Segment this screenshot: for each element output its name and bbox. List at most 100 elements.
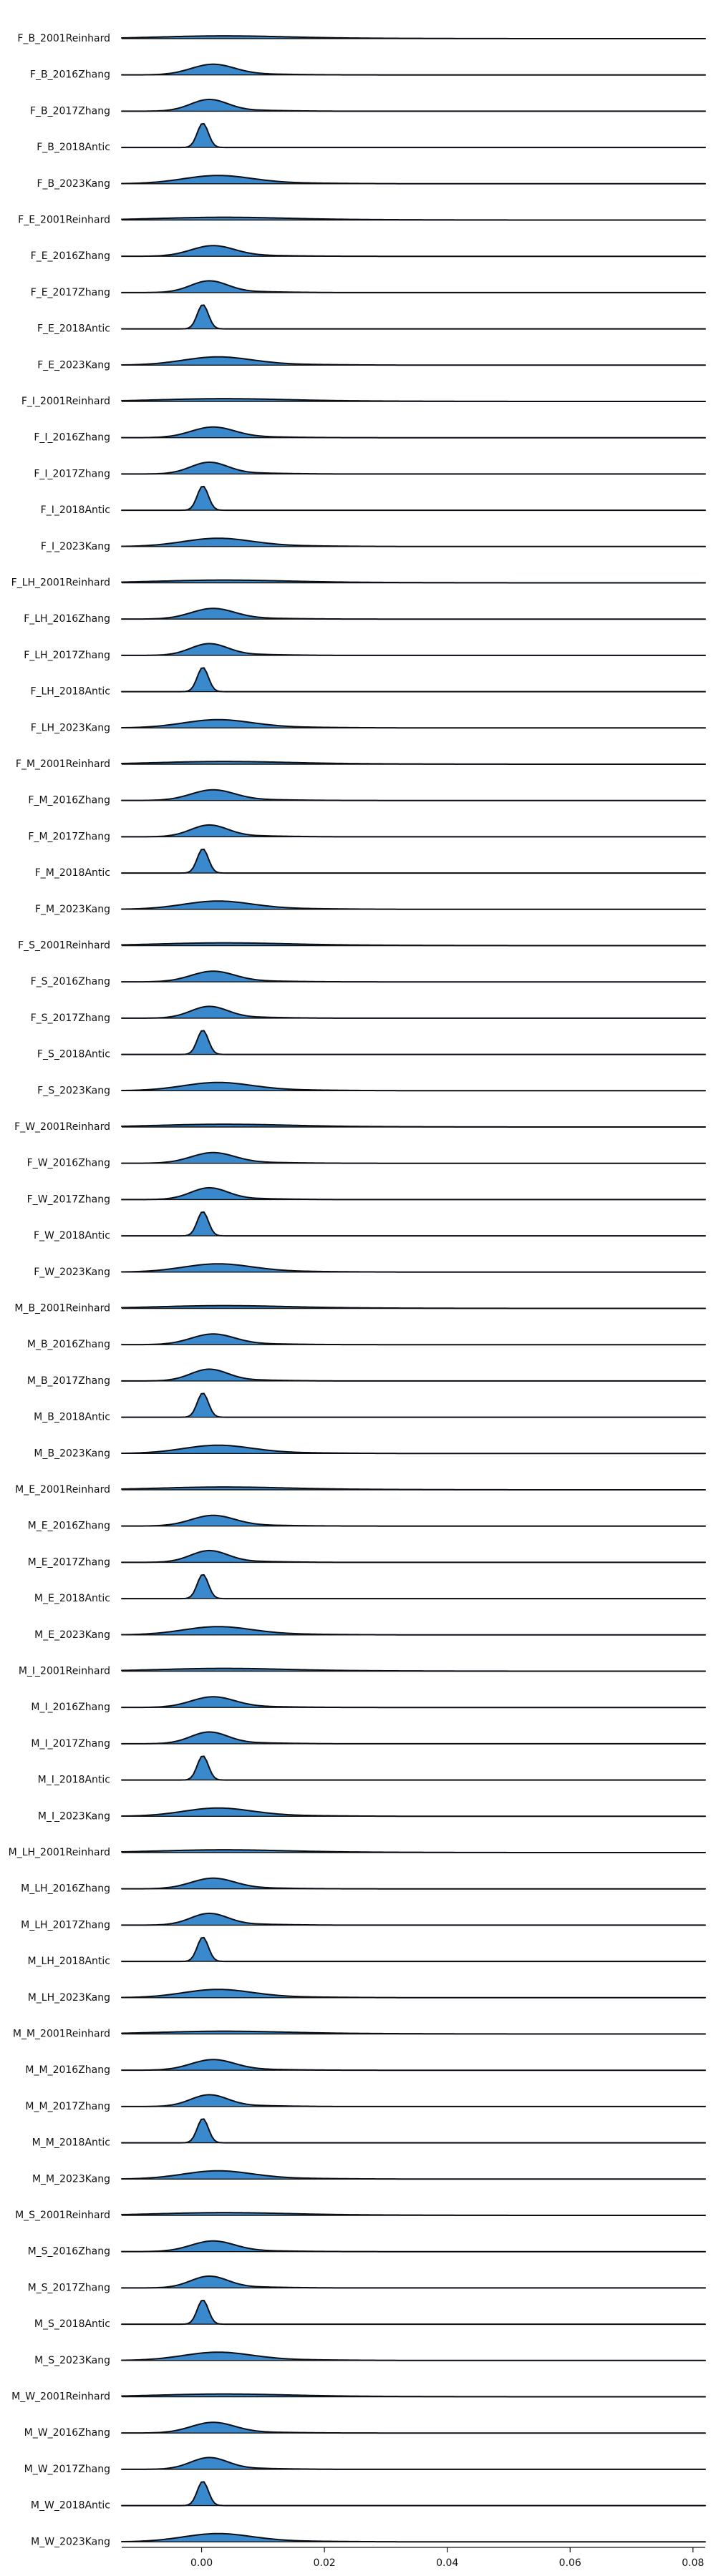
row-label: F_E_2023Kang — [37, 359, 110, 371]
ridge-row: F_M_2016Zhang — [28, 789, 706, 806]
density-area — [122, 1550, 705, 1563]
density-line — [121, 2393, 706, 2398]
row-label: F_E_2017Zhang — [31, 287, 110, 298]
ridge-row: M_W_2016Zhang — [24, 2421, 706, 2439]
row-label: F_LH_2001Reinhard — [11, 577, 110, 589]
ridge-row: F_LH_2017Zhang — [24, 643, 706, 661]
ridge-row: M_W_2018Antic — [31, 2481, 706, 2512]
density-line — [121, 2421, 706, 2434]
ridge-row: F_I_2017Zhang — [34, 461, 706, 479]
ridge-row: F_E_2018Antic — [37, 304, 706, 335]
row-label: F_I_2017Zhang — [34, 468, 110, 479]
ridge-row: F_E_2023Kang — [37, 356, 706, 371]
ridge-row: F_S_2018Antic — [37, 1030, 706, 1060]
density-area — [122, 1913, 705, 1926]
density-line — [121, 1849, 706, 1853]
density-line — [121, 2299, 706, 2326]
density-line — [121, 2240, 706, 2253]
ridge-row: F_W_2001Reinhard — [14, 1121, 706, 1133]
density-line — [121, 280, 706, 293]
density-line — [121, 1123, 706, 1128]
row-label: M_W_2017Zhang — [24, 2464, 110, 2475]
ridge-rows: F_B_2001Reinhard F_B_2016Zhang F_B_2017Zha… — [9, 33, 706, 2547]
density-area — [122, 1626, 705, 1635]
density-line — [121, 1989, 706, 1999]
density-line — [121, 1912, 706, 1926]
row-label: F_M_2018Antic — [35, 867, 110, 879]
row-label: M_M_2016Zhang — [25, 2064, 110, 2076]
row-label: M_E_2023Kang — [34, 1629, 110, 1641]
row-label: F_W_2018Antic — [34, 1230, 110, 1241]
density-area — [122, 643, 705, 655]
ridge-row: M_I_2018Antic — [38, 1755, 706, 1786]
density-area — [122, 719, 705, 728]
row-label: M_B_2001Reinhard — [14, 1303, 110, 1314]
ridge-row: M_I_2023Kang — [38, 1807, 706, 1822]
density-line — [121, 2481, 706, 2507]
density-line — [121, 35, 706, 39]
row-label: F_B_2001Reinhard — [17, 33, 110, 44]
row-label: F_M_2016Zhang — [28, 795, 110, 806]
density-line — [121, 1005, 706, 1019]
density-line — [121, 1486, 706, 1491]
ridge-row: M_LH_2017Zhang — [21, 1912, 706, 1931]
row-label: M_I_2016Zhang — [31, 1702, 110, 1713]
ridge-row: M_W_2023Kang — [31, 2532, 706, 2547]
ridge-row: F_I_2018Antic — [41, 485, 706, 516]
density-area — [122, 2352, 705, 2361]
ridge-row: F_S_2001Reinhard — [18, 940, 706, 952]
ridge-row: M_W_2001Reinhard — [11, 2391, 706, 2403]
ridge-row: M_I_2001Reinhard — [19, 1666, 706, 1677]
row-label: F_S_2001Reinhard — [18, 940, 110, 952]
ridge-row: M_M_2018Antic — [32, 2118, 706, 2149]
row-label: F_I_2023Kang — [41, 541, 110, 552]
row-label: F_M_2017Zhang — [28, 831, 110, 842]
ridge-row: M_S_2017Zhang — [28, 2275, 706, 2293]
density-line — [121, 1081, 706, 1092]
density-line — [121, 608, 706, 620]
ridge-row: M_B_2018Antic — [34, 1392, 706, 1423]
row-label: F_LH_2018Antic — [30, 686, 110, 698]
density-area — [122, 1187, 705, 1200]
row-label: M_E_2001Reinhard — [15, 1484, 110, 1496]
row-label: F_LH_2017Zhang — [24, 650, 110, 661]
density-line — [121, 398, 706, 402]
row-label: F_I_2001Reinhard — [21, 396, 110, 407]
density-line — [121, 643, 706, 656]
density-line — [121, 824, 706, 838]
row-label: F_M_2023Kang — [35, 904, 110, 915]
density-area — [122, 1989, 705, 1998]
ridge-row: M_E_2017Zhang — [28, 1549, 706, 1568]
density-line — [121, 1574, 706, 1600]
density-area — [122, 2094, 705, 2107]
ridge-row: M_M_2017Zhang — [25, 2094, 706, 2112]
row-label: M_W_2001Reinhard — [11, 2391, 110, 2403]
density-line — [121, 942, 706, 947]
density-area — [122, 2170, 705, 2180]
density-line — [121, 1731, 706, 1745]
row-label: M_W_2023Kang — [31, 2536, 110, 2547]
ridge-row: F_B_2017Zhang — [30, 98, 706, 117]
ridge-row: F_E_2017Zhang — [31, 280, 706, 298]
row-label: M_S_2018Antic — [34, 2318, 110, 2330]
ridge-row: F_LH_2001Reinhard — [11, 577, 706, 589]
row-label: F_I_2016Zhang — [34, 432, 110, 444]
ridge-row: M_LH_2001Reinhard — [9, 1847, 706, 1858]
density-line — [121, 1333, 706, 1346]
row-label: F_E_2001Reinhard — [18, 215, 110, 226]
density-area — [122, 175, 705, 184]
x-tick-label: 0.04 — [436, 2557, 458, 2569]
density-area — [122, 1006, 705, 1018]
x-tick-label: 0.02 — [314, 2557, 336, 2569]
density-area — [122, 2457, 705, 2469]
ridge-row: M_LH_2016Zhang — [21, 1877, 706, 1895]
row-label: F_E_2018Antic — [37, 323, 110, 335]
row-label: F_B_2017Zhang — [30, 105, 110, 117]
ridge-row: M_E_2016Zhang — [28, 1514, 706, 1532]
density-line — [121, 1626, 706, 1636]
row-label: M_E_2017Zhang — [28, 1556, 110, 1568]
ridge-row: F_I_2001Reinhard — [21, 396, 706, 407]
density-line — [121, 245, 706, 258]
